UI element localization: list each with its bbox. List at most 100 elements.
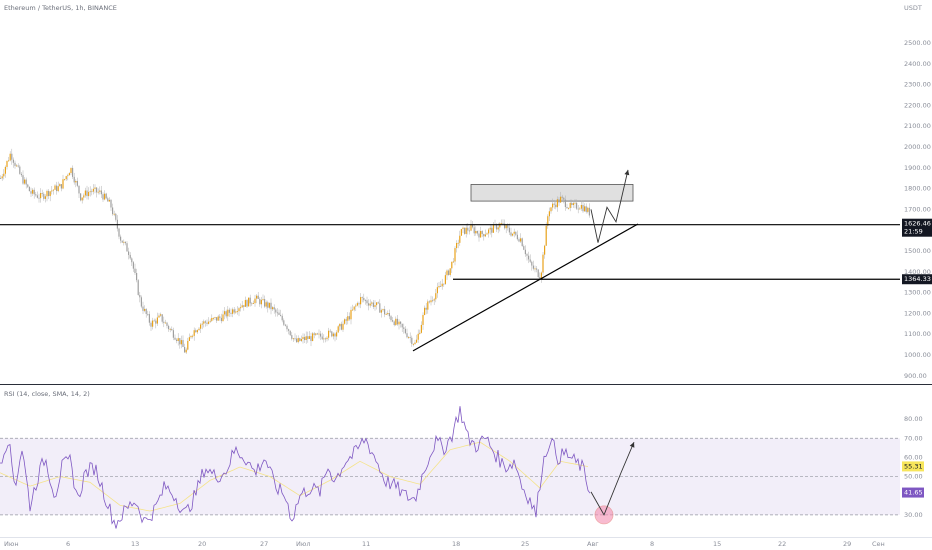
candle bbox=[347, 316, 349, 321]
candle bbox=[472, 224, 474, 228]
candle bbox=[275, 309, 277, 313]
candle bbox=[97, 191, 99, 193]
candle bbox=[480, 230, 482, 238]
candle bbox=[316, 333, 318, 335]
candle bbox=[227, 309, 229, 317]
ascending-trendline[interactable] bbox=[412, 223, 639, 352]
candle bbox=[211, 318, 213, 321]
price-tick-label: 1100.00 bbox=[904, 330, 931, 338]
candle bbox=[403, 327, 405, 329]
candle bbox=[65, 176, 67, 180]
candle bbox=[299, 338, 301, 341]
candle bbox=[131, 258, 133, 263]
candle bbox=[22, 175, 24, 184]
candle bbox=[184, 346, 186, 353]
candle bbox=[380, 310, 382, 313]
candle bbox=[544, 245, 546, 255]
rsi-title[interactable]: RSI (14, close, SMA, 14, 2) bbox=[4, 390, 90, 398]
candle bbox=[356, 303, 358, 306]
symbol-title[interactable]: Ethereum / TetherUS, 1h, BINANCE bbox=[4, 4, 117, 12]
price-tick-label: 2100.00 bbox=[904, 122, 931, 130]
time-tick-label: Июн bbox=[4, 540, 19, 548]
candle bbox=[572, 203, 574, 206]
candle bbox=[81, 197, 83, 201]
candle bbox=[219, 316, 221, 318]
candle bbox=[468, 230, 470, 232]
candle bbox=[172, 330, 174, 338]
candle bbox=[585, 206, 587, 212]
candle bbox=[579, 208, 581, 210]
candle bbox=[195, 330, 197, 333]
candle bbox=[76, 180, 78, 186]
rsi-value-tag: 41.65 bbox=[902, 487, 924, 498]
candle bbox=[139, 294, 141, 298]
candle bbox=[545, 225, 547, 246]
candle bbox=[268, 302, 270, 308]
candle bbox=[236, 311, 238, 313]
candle bbox=[198, 328, 200, 331]
price-tick-label: 2000.00 bbox=[904, 143, 931, 151]
candle bbox=[366, 300, 368, 304]
candle bbox=[513, 231, 515, 234]
candle bbox=[534, 268, 536, 270]
candle bbox=[182, 340, 184, 347]
candle bbox=[305, 336, 307, 341]
candle bbox=[459, 235, 461, 243]
support-price-tag: 1364.33 bbox=[902, 274, 932, 285]
time-axis[interactable]: Июн 6 13 20 27 Июл 11 18 25 Авг 8 15 22 29 Сен bbox=[4, 540, 885, 548]
candle bbox=[185, 349, 187, 353]
price-axis[interactable]: 2500.00 2400.00 2300.00 2200.00 2100.00 2000.… bbox=[904, 39, 931, 380]
candle bbox=[444, 275, 446, 284]
candle bbox=[307, 336, 309, 339]
candle bbox=[11, 153, 13, 160]
candle bbox=[27, 184, 29, 187]
price-projection-path[interactable] bbox=[590, 169, 629, 243]
candle bbox=[334, 333, 336, 337]
price-tick-label: 1900.00 bbox=[904, 164, 931, 172]
rsi-band-levels bbox=[0, 437, 900, 516]
candle bbox=[393, 321, 395, 326]
candle bbox=[220, 317, 222, 322]
candle bbox=[379, 303, 381, 313]
candle bbox=[385, 314, 387, 315]
candle bbox=[265, 302, 267, 307]
bar-countdown: 21:59 bbox=[904, 228, 923, 236]
candle bbox=[318, 333, 320, 335]
candle bbox=[24, 179, 26, 184]
candle bbox=[100, 190, 102, 195]
resistance-zone[interactable] bbox=[470, 184, 634, 202]
price-tick-label: 1200.00 bbox=[904, 309, 931, 317]
candle bbox=[12, 159, 14, 163]
candle bbox=[486, 233, 488, 235]
candle bbox=[230, 312, 232, 314]
candle bbox=[404, 328, 406, 334]
candle bbox=[507, 225, 509, 228]
candle bbox=[188, 337, 190, 341]
candle bbox=[520, 238, 522, 242]
rsi-line bbox=[0, 406, 591, 529]
candle bbox=[422, 314, 424, 325]
time-tick-label: 13 bbox=[131, 540, 139, 548]
candle bbox=[46, 190, 48, 197]
candle bbox=[70, 167, 72, 174]
candle bbox=[345, 319, 347, 321]
candle bbox=[120, 236, 122, 241]
candle bbox=[371, 302, 373, 304]
candle bbox=[372, 302, 374, 307]
candle bbox=[576, 202, 578, 209]
candle bbox=[323, 338, 325, 340]
candle bbox=[542, 254, 544, 273]
candle bbox=[257, 295, 259, 299]
price-tick-label: 1800.00 bbox=[904, 185, 931, 193]
candle bbox=[552, 203, 554, 208]
candle bbox=[529, 259, 531, 262]
rsi-projection-path[interactable] bbox=[590, 441, 635, 516]
time-tick-label: 27 bbox=[260, 540, 268, 548]
candle bbox=[212, 317, 214, 319]
candle bbox=[361, 297, 363, 298]
candle bbox=[526, 254, 528, 256]
candle bbox=[411, 337, 413, 344]
candle bbox=[355, 305, 357, 307]
candle bbox=[25, 179, 27, 185]
